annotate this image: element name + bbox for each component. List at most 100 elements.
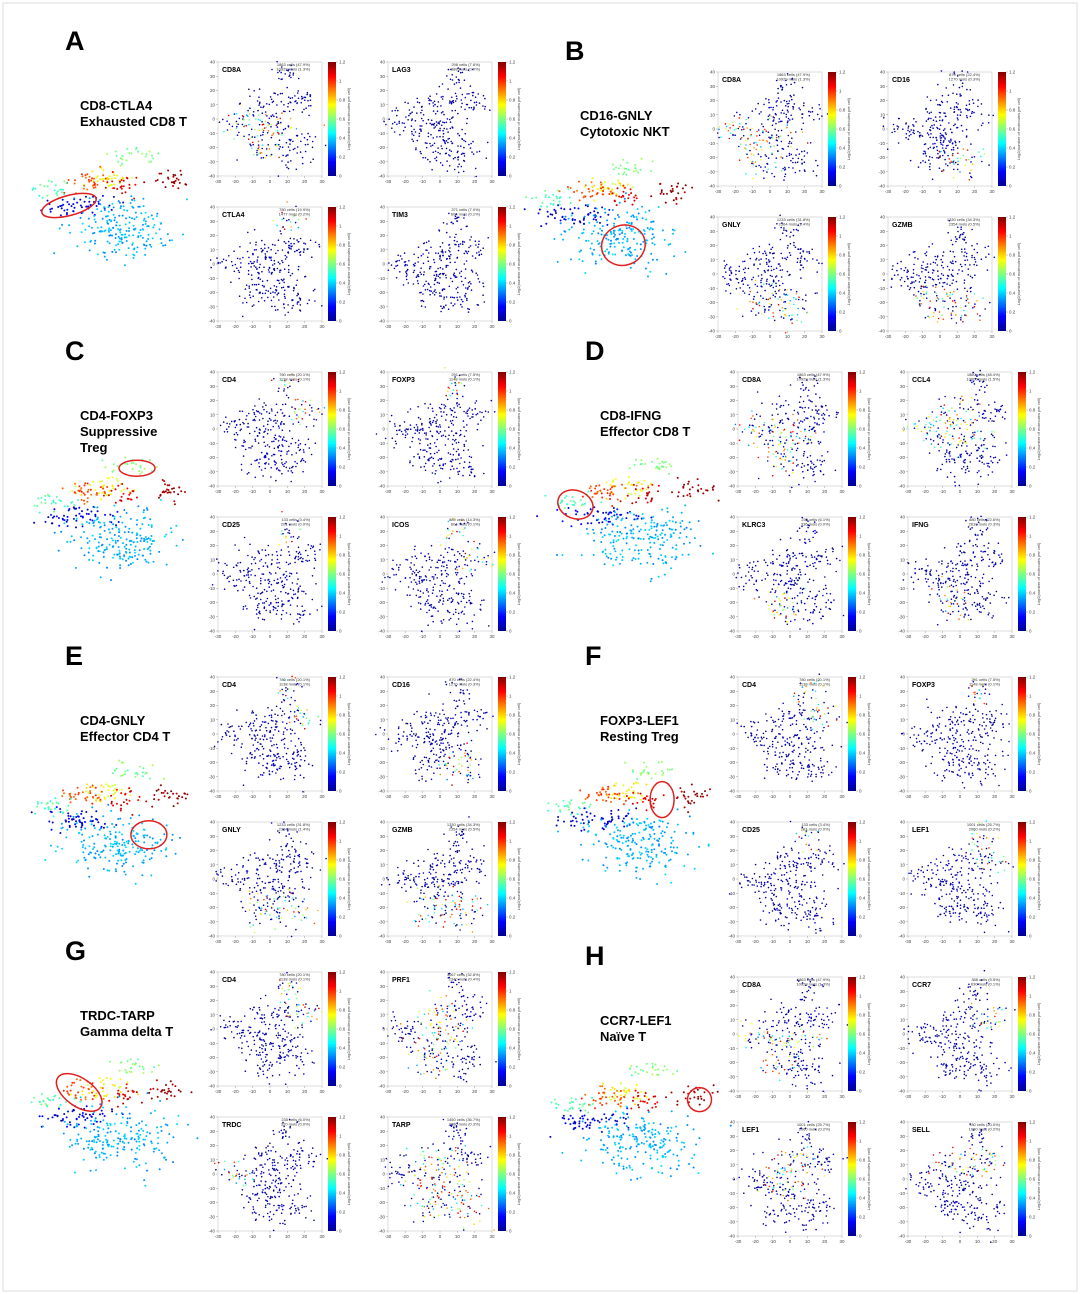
colorbar-tick-label: 0.8 <box>839 108 846 113</box>
cell-dot <box>441 289 444 292</box>
cell-dot <box>60 530 63 533</box>
cell-dot <box>578 220 581 223</box>
cell-dot <box>637 171 640 174</box>
cell-dot <box>423 283 426 286</box>
cell-dot <box>480 419 482 422</box>
cell-dot <box>253 283 256 286</box>
cell-dot <box>268 148 271 150</box>
cell-dot <box>956 127 958 129</box>
cell-dot <box>778 118 781 120</box>
cell-dot <box>419 291 421 294</box>
cell-dot <box>277 308 279 311</box>
cell-dot <box>754 279 757 282</box>
colorbar-tick-label: 0.6 <box>339 427 346 432</box>
cell-dot <box>265 600 268 603</box>
cell-dot <box>966 290 969 293</box>
cell-dot <box>964 263 967 266</box>
x-tick-label: 30 <box>989 334 995 339</box>
cell-dot <box>288 467 291 470</box>
cell-dot <box>256 458 258 461</box>
cell-dot <box>250 262 253 265</box>
x-tick-label: -10 <box>419 324 426 329</box>
cell-dot <box>442 272 444 275</box>
cell-dot <box>478 251 480 253</box>
cell-dot <box>134 183 137 186</box>
cell-dot <box>440 411 442 413</box>
cell-dot <box>277 390 280 393</box>
cell-dot <box>247 571 249 574</box>
cell-dot <box>457 216 460 219</box>
cell-dot <box>311 140 314 143</box>
cell-dot <box>297 218 300 221</box>
cell-dot <box>245 301 248 304</box>
cell-dot <box>815 174 818 177</box>
cell-dot <box>31 188 34 191</box>
cell-dot <box>775 157 778 159</box>
cell-dot <box>450 414 453 416</box>
cell-dot <box>246 608 248 610</box>
cell-dot <box>167 169 170 172</box>
cell-dot <box>937 152 939 155</box>
cell-dot <box>745 148 747 150</box>
cell-dot <box>53 508 56 511</box>
cell-dot <box>465 412 467 414</box>
cell-dot <box>801 150 803 153</box>
cell-dot <box>429 122 432 125</box>
cell-dot <box>297 241 300 243</box>
cell-dot <box>236 122 238 125</box>
cell-dot <box>455 288 458 290</box>
cell-dot <box>234 544 236 546</box>
cell-dot <box>256 149 258 152</box>
cell-dot <box>266 432 269 435</box>
cell-dot <box>294 442 297 444</box>
cell-dot <box>105 546 108 549</box>
cell-dot <box>460 270 463 273</box>
cell-dot <box>482 94 485 97</box>
cell-dot <box>308 559 311 562</box>
cell-dot <box>288 382 291 384</box>
cell-dot <box>92 195 94 198</box>
cell-dot <box>288 430 291 432</box>
cell-dot <box>779 269 782 272</box>
cell-dot <box>531 197 533 200</box>
cell-dot <box>437 459 440 461</box>
cell-dot <box>950 312 953 315</box>
cell-dot <box>755 148 757 151</box>
cell-dot <box>775 292 777 295</box>
cell-dot <box>395 265 397 267</box>
cell-dot <box>779 265 781 267</box>
cell-dot <box>983 153 986 155</box>
cell-dot <box>445 274 447 277</box>
cell-dot <box>478 150 481 153</box>
cell-dot <box>279 146 282 148</box>
cell-dot <box>588 221 591 224</box>
cell-dot <box>399 255 402 257</box>
cell-dot <box>960 228 962 231</box>
cell-dot <box>615 166 618 169</box>
cell-dot <box>402 433 404 436</box>
cell-dot <box>282 128 285 131</box>
cell-dot <box>287 396 290 399</box>
cell-dot <box>439 152 441 155</box>
cell-dot <box>173 490 176 493</box>
cell-dot <box>806 142 809 144</box>
cell-dot <box>303 451 305 453</box>
cell-dot <box>287 106 289 108</box>
cell-dot <box>277 292 280 294</box>
cell-dot <box>960 297 962 300</box>
cell-dot <box>139 464 142 467</box>
x-tick-label: 20 <box>972 189 978 194</box>
y-tick-label: 0 <box>712 127 715 132</box>
cell-dot <box>593 184 596 187</box>
cell-dot <box>742 283 745 286</box>
cell-dot <box>435 159 438 162</box>
cell-dot <box>436 105 439 108</box>
cell-dot <box>755 257 758 260</box>
cell-dot <box>460 298 463 301</box>
cell-dot <box>932 143 934 145</box>
cell-dot <box>138 549 141 552</box>
cell-dot <box>435 445 437 448</box>
cell-dot <box>264 253 267 255</box>
cell-stat: 371 cells (7.0%) <box>451 207 480 212</box>
cell-dot <box>307 544 310 546</box>
